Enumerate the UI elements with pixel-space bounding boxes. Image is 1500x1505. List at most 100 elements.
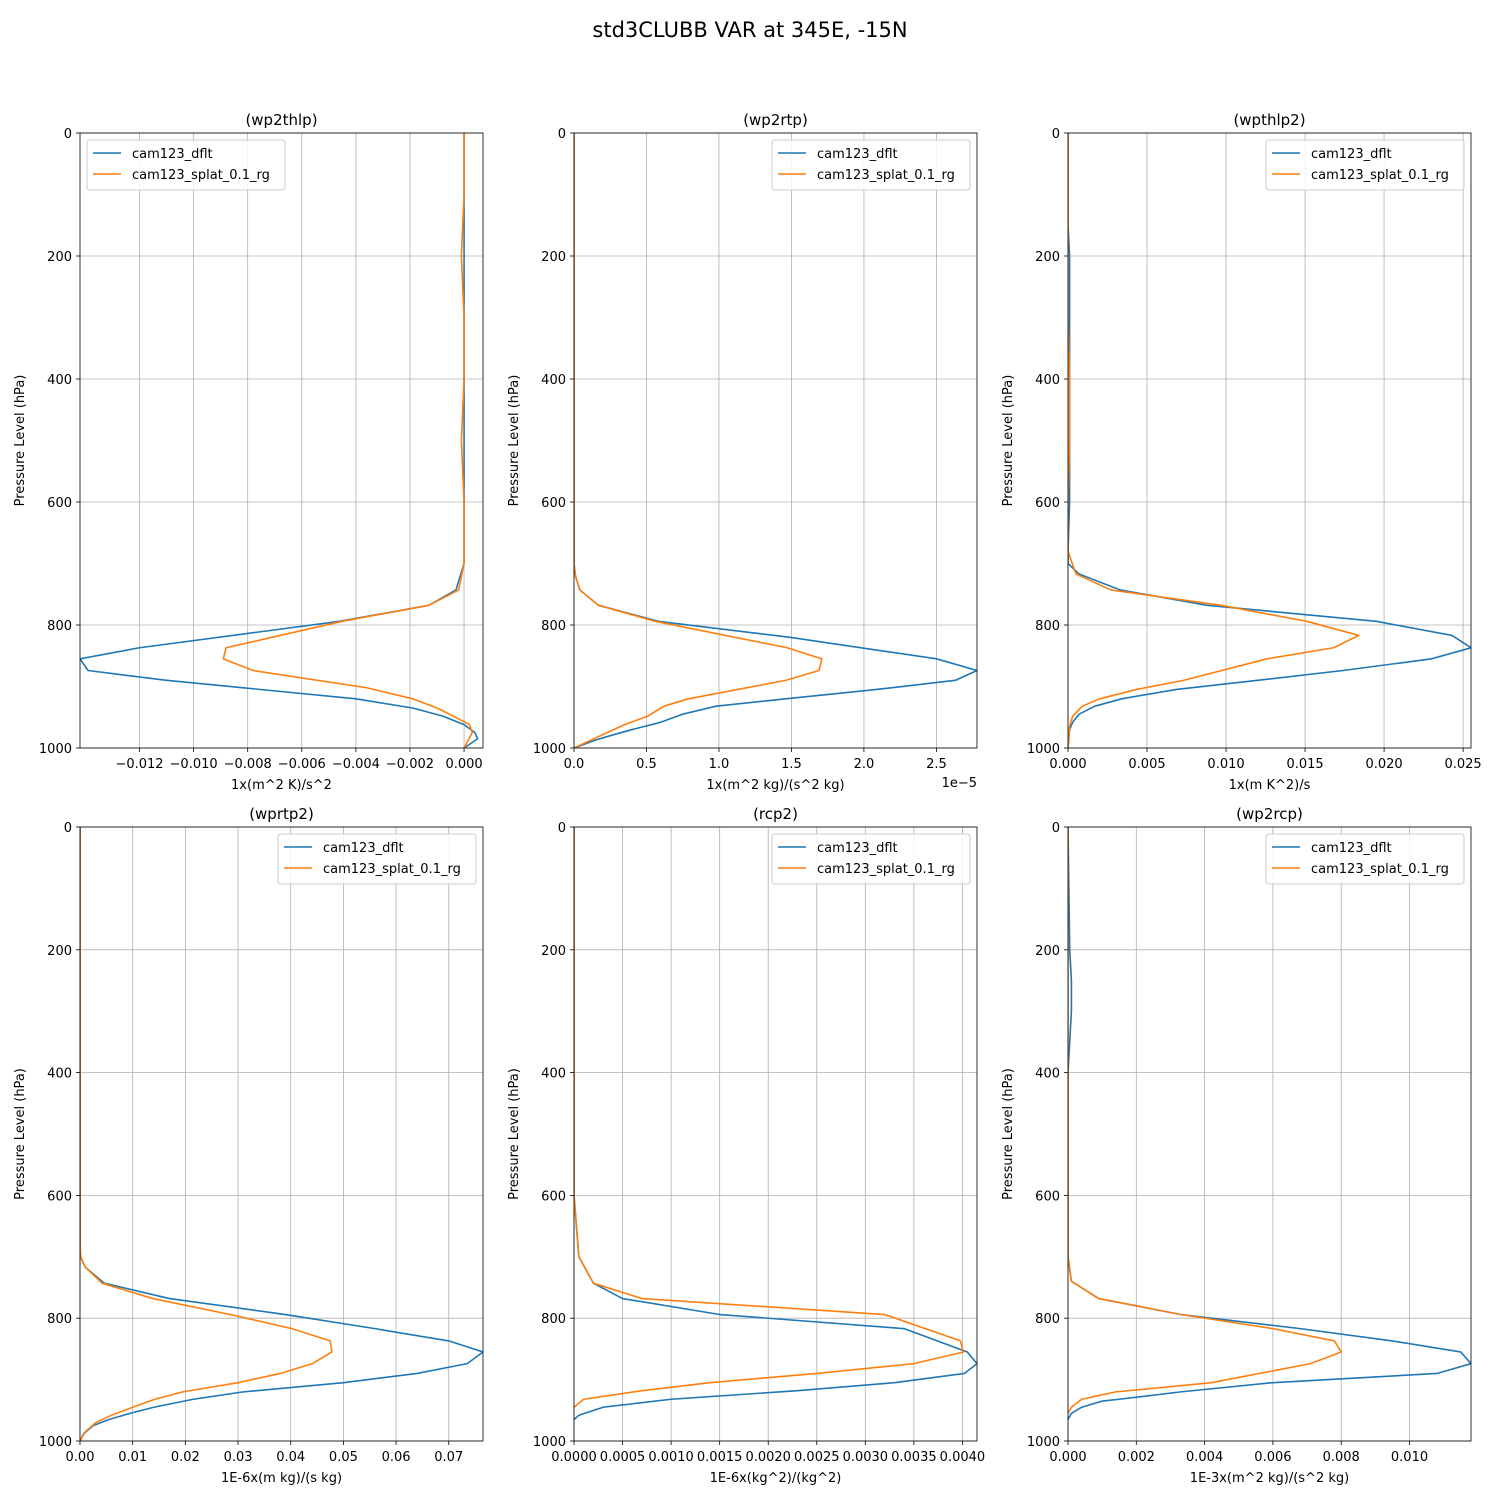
y-tick-label: 400 (47, 373, 72, 388)
x-tick-label: 1.5 (781, 757, 802, 772)
x-tick-label: 0.02 (171, 1450, 200, 1465)
legend-label: cam123_splat_0.1_rg (1311, 168, 1449, 183)
x-tick-label: −0.008 (224, 757, 272, 772)
x-tick-label: 0.0025 (794, 1450, 840, 1465)
x-tick-label: −0.010 (170, 757, 218, 772)
x-tick-label: 0.006 (1254, 1450, 1291, 1465)
x-tick-label: 0.0005 (600, 1450, 646, 1465)
x-tick-label: 0.025 (1444, 757, 1481, 772)
x-tick-label: 0.010 (1207, 757, 1244, 772)
series-line-cam123_dflt (574, 827, 977, 1421)
legend-box (1265, 833, 1465, 885)
y-axis-label: Pressure Level (hPa) (1001, 375, 1016, 507)
y-tick-label: 400 (541, 1067, 566, 1082)
legend-box (277, 833, 477, 885)
legend: cam123_dflt cam123_splat_0.1_rg (1265, 139, 1465, 191)
y-tick-label: 800 (1035, 1312, 1060, 1327)
y-tick-label: 1000 (533, 1435, 566, 1450)
y-tick-label: 1000 (1027, 1435, 1060, 1450)
series-line-cam123_splat_0.1_rg (222, 133, 473, 748)
series-line-cam123_splat_0.1_rg (574, 827, 965, 1408)
x-tick-label: 0.07 (434, 1450, 463, 1465)
x-tick-label: 0.0010 (648, 1450, 694, 1465)
plot-frame (573, 132, 978, 749)
legend-box (86, 139, 286, 191)
legend-label: cam123_dflt (323, 841, 404, 856)
x-tick-label: 0.004 (1186, 1450, 1223, 1465)
legend: cam123_dflt cam123_splat_0.1_rg (771, 139, 971, 191)
figure-title: std3CLUBB VAR at 345E, -15N (592, 18, 907, 42)
legend-label: cam123_dflt (817, 841, 898, 856)
y-axis-label: Pressure Level (hPa) (13, 1068, 28, 1200)
legend-label: cam123_splat_0.1_rg (323, 862, 461, 877)
x-tick-label: 0.000 (445, 757, 482, 772)
y-tick-label: 200 (47, 944, 72, 959)
x-tick-label: 0.0 (564, 757, 585, 772)
x-tick-label: 0.00 (66, 1450, 95, 1465)
y-tick-label: 600 (541, 1189, 566, 1204)
x-tick-label: −0.002 (386, 757, 434, 772)
series-line-cam123_splat_0.1_rg (1068, 827, 1343, 1414)
chart-panel-2: 0.0 0.5 1.0 1.5 2.0 2.5 0 200 400 600 800 1000 (wp2r… (507, 111, 978, 793)
x-tick-label: 0.0015 (697, 1450, 743, 1465)
y-tick-label: 200 (1035, 250, 1060, 265)
y-tick-label: 800 (541, 1312, 566, 1327)
y-tick-label: 0 (64, 127, 72, 142)
x-axis-label: 1E-3x(m^2 kg)/(s^2 kg) (1190, 1471, 1349, 1486)
legend: cam123_dflt cam123_splat_0.1_rg (771, 833, 971, 885)
legend: cam123_dflt cam123_splat_0.1_rg (1265, 833, 1465, 885)
y-tick-label: 400 (47, 1067, 72, 1082)
y-tick-label: 0 (64, 821, 72, 836)
x-tick-label: 0.002 (1118, 1450, 1155, 1465)
plot-frame (79, 132, 484, 749)
x-tick-label: 0.03 (224, 1450, 253, 1465)
y-tick-label: 600 (1035, 496, 1060, 511)
y-axis-label: Pressure Level (hPa) (13, 375, 28, 507)
plot-frame (573, 826, 978, 1442)
x-tick-label: −0.004 (332, 757, 380, 772)
panel-title: (rcp2) (753, 805, 798, 823)
y-tick-label: 0 (1052, 821, 1060, 836)
x-tick-label: 2.5 (926, 757, 947, 772)
x-tick-label: 0.0035 (891, 1450, 937, 1465)
series-line-cam123_dflt (80, 827, 483, 1441)
legend-box (771, 833, 971, 885)
series-line-cam123_splat_0.1_rg (1068, 133, 1360, 748)
chart-panel-3: 0.000 0.005 0.010 0.015 0.020 0.025 0 200 400 600… (1001, 111, 1482, 793)
series-line-cam123_dflt (574, 133, 977, 748)
x-tick-label: 0.0020 (745, 1450, 791, 1465)
panel-title: (wpthlp2) (1233, 111, 1305, 129)
x-tick-label: 0.04 (276, 1450, 305, 1465)
x-tick-label: 0.5 (636, 757, 657, 772)
y-tick-label: 0 (558, 821, 566, 836)
y-tick-label: 200 (541, 944, 566, 959)
y-tick-label: 400 (541, 373, 566, 388)
plot-frame (1067, 826, 1472, 1442)
panel-title: (wp2rtp) (743, 111, 808, 129)
panel-title: (wprtp2) (249, 805, 314, 823)
legend-label: cam123_splat_0.1_rg (817, 862, 955, 877)
legend-label: cam123_dflt (132, 147, 213, 162)
y-tick-label: 0 (558, 127, 566, 142)
panel-title: (wp2rcp) (1236, 805, 1303, 823)
legend-label: cam123_splat_0.1_rg (132, 168, 270, 183)
legend-label: cam123_dflt (1311, 147, 1392, 162)
chart-panel-4: 0.00 0.01 0.02 0.03 0.04 0.05 0.06 0.07 0 200 400 6… (13, 805, 484, 1486)
y-tick-label: 800 (1035, 619, 1060, 634)
x-tick-label: 0.000 (1049, 757, 1086, 772)
legend: cam123_dflt cam123_splat_0.1_rg (277, 833, 477, 885)
x-tick-label: 0.0040 (940, 1450, 986, 1465)
y-tick-label: 1000 (1027, 742, 1060, 757)
y-axis-label: Pressure Level (hPa) (507, 375, 522, 507)
y-tick-label: 400 (1035, 373, 1060, 388)
y-tick-label: 800 (47, 1312, 72, 1327)
x-tick-label: −0.006 (278, 757, 326, 772)
plot-frame (79, 826, 484, 1442)
legend-box (771, 139, 971, 191)
series-line-cam123_splat_0.1_rg (80, 827, 333, 1441)
y-tick-label: 200 (541, 250, 566, 265)
x-tick-label: 0.008 (1323, 1450, 1360, 1465)
x-tick-label: 0.010 (1391, 1450, 1428, 1465)
x-tick-label: 2.0 (854, 757, 875, 772)
